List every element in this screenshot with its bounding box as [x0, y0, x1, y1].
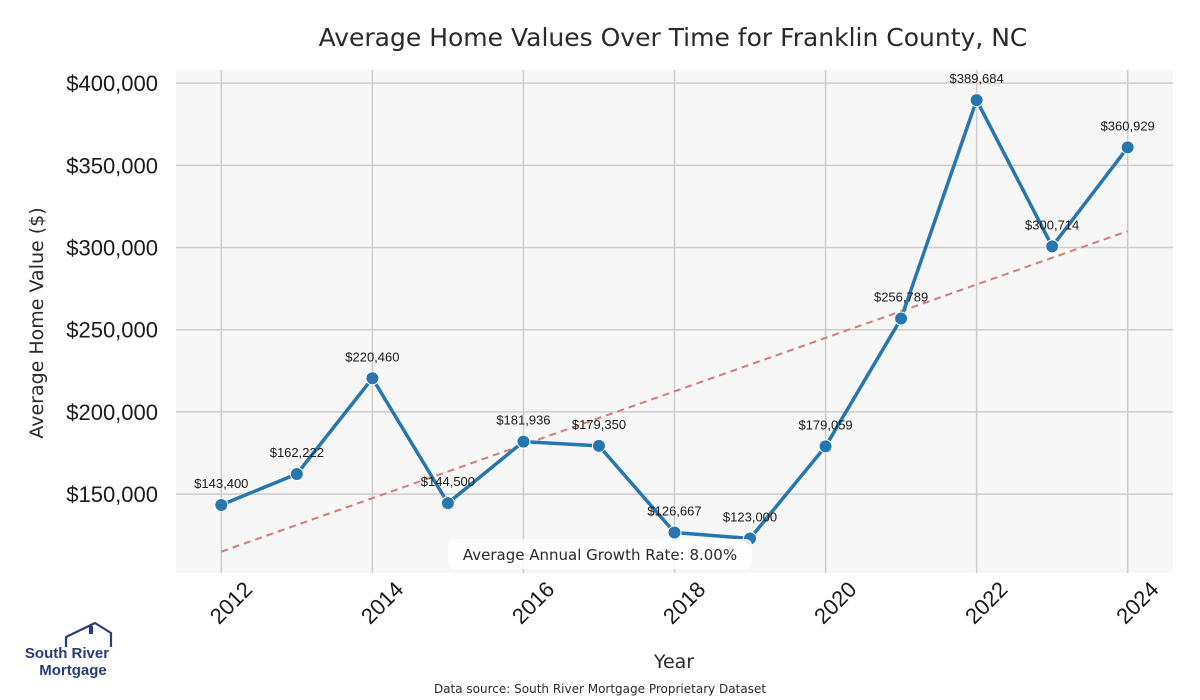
data-point [1045, 239, 1060, 254]
y-tick-label: $150,000 [66, 482, 158, 507]
y-axis-label: Average Home Value ($) [26, 207, 48, 438]
y-tick-label: $300,000 [66, 236, 158, 261]
data-point [1120, 140, 1135, 155]
data-points-group [214, 93, 1135, 546]
house-roof-icon [64, 621, 113, 647]
data-point [969, 93, 984, 108]
source-note: Data source: South River Mortgage Propri… [434, 682, 766, 696]
x-tick-label: 2024 [1111, 577, 1163, 629]
x-gridlines [220, 70, 1129, 573]
data-label: $360,929 [1101, 118, 1155, 133]
data-label: $143,400 [194, 476, 248, 491]
chimney-icon [89, 626, 93, 634]
x-axis-label: Year [653, 651, 694, 673]
data-point [516, 434, 531, 449]
data-label: $126,667 [647, 503, 701, 518]
x-tick-label: 2020 [809, 577, 861, 629]
data-label: $300,714 [1025, 217, 1079, 232]
data-point [894, 311, 909, 326]
data-label: $179,350 [572, 417, 626, 432]
trendline-group [220, 230, 1129, 553]
x-tick-label: 2018 [658, 577, 710, 629]
y-tick-label: $200,000 [66, 400, 158, 425]
logo-line-1: South River [25, 645, 109, 662]
data-label: $162,222 [270, 445, 324, 460]
logo-line-2: Mortgage [39, 662, 107, 679]
data-label: $220,460 [345, 349, 399, 364]
y-tick-label: $250,000 [66, 318, 158, 343]
trendline [220, 230, 1129, 553]
growth-rate-annotation: Average Annual Growth Rate: 8.00% [463, 546, 737, 564]
y-gridlines [176, 82, 1173, 495]
y-tick-label: $350,000 [66, 153, 158, 178]
data-label: $389,684 [950, 71, 1004, 86]
data-label: $144,500 [421, 474, 475, 489]
x-axis-tick-labels: 2012 2014 2016 2018 2020 2022 2024 [205, 577, 1164, 629]
data-point [591, 438, 606, 453]
south-river-mortgage-logo: South River Mortgage [25, 621, 113, 679]
data-point [667, 525, 682, 540]
data-point [214, 497, 229, 512]
data-point [818, 439, 833, 454]
x-tick-label: 2014 [356, 577, 408, 629]
data-label: $256,789 [874, 290, 928, 305]
y-axis-tick-labels: $150,000 $200,000 $250,000 $300,000 $350,000… [66, 71, 158, 507]
data-point [440, 496, 455, 511]
x-tick-label: 2012 [205, 577, 257, 629]
data-point [289, 467, 304, 482]
chart-title: Average Home Values Over Time for Frankl… [319, 23, 1028, 52]
data-label: $123,000 [723, 509, 777, 524]
data-label: $179,059 [798, 417, 852, 432]
x-tick-label: 2016 [507, 577, 559, 629]
data-point [365, 371, 380, 386]
x-tick-label: 2022 [960, 577, 1012, 629]
data-label: $181,936 [496, 413, 550, 428]
data-labels-group: $143,400 $162,222 $220,460 $144,500 $181,936… [194, 71, 1155, 524]
y-tick-label: $400,000 [66, 71, 158, 96]
annotation-box [448, 539, 752, 569]
